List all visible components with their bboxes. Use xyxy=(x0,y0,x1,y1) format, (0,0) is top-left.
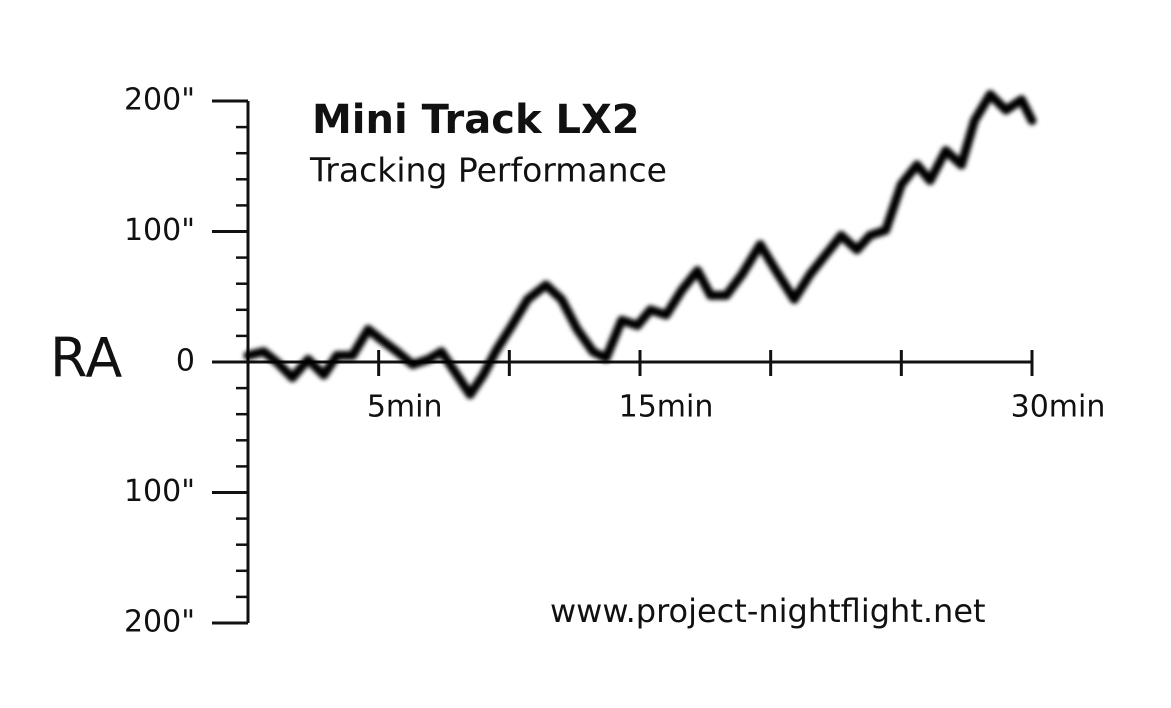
y-tick-label: 200" xyxy=(124,83,195,118)
y-tick-label: 200" xyxy=(124,605,195,640)
chart-title: Mini Track LX2 xyxy=(312,97,640,143)
y-tick-label: 100" xyxy=(124,474,195,509)
y-axis-label: RA xyxy=(50,327,122,390)
data-line xyxy=(243,90,1037,400)
source: www.project-nightflight.net xyxy=(550,592,986,630)
x-tick-label: 30min xyxy=(1011,390,1106,425)
y-tick-label: 100" xyxy=(124,213,195,248)
x-tick-label: 15min xyxy=(619,390,714,425)
x-tick-label: 5min xyxy=(367,390,443,425)
y-tick-label: 0 xyxy=(176,344,195,379)
chart-subtitle: Tracking Performance xyxy=(309,151,667,190)
